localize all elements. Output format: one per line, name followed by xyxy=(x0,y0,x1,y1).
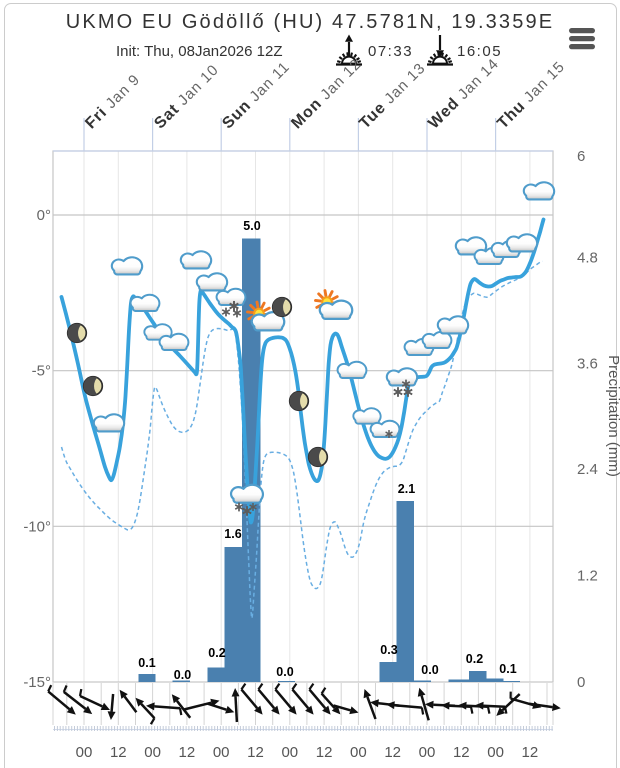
svg-text:0: 0 xyxy=(577,674,585,691)
svg-text:0.0: 0.0 xyxy=(174,668,191,682)
svg-text:12: 12 xyxy=(384,744,401,761)
svg-text:0.1: 0.1 xyxy=(499,662,516,676)
svg-text:12: 12 xyxy=(110,744,127,761)
svg-text:Precipitation (mm): Precipitation (mm) xyxy=(605,355,620,477)
svg-text:3.6: 3.6 xyxy=(577,356,598,373)
svg-text:1.6: 1.6 xyxy=(224,527,241,541)
svg-text:-15°: -15° xyxy=(23,674,51,691)
svg-text:0.0: 0.0 xyxy=(276,665,293,679)
svg-text:0°: 0° xyxy=(37,207,51,224)
svg-text:12: 12 xyxy=(179,744,196,761)
svg-text:0.3: 0.3 xyxy=(380,643,397,657)
svg-text:00: 00 xyxy=(487,744,504,761)
svg-text:-10°: -10° xyxy=(23,518,51,535)
svg-text:00: 00 xyxy=(76,744,93,761)
svg-text:00: 00 xyxy=(213,744,230,761)
svg-text:2.1: 2.1 xyxy=(398,482,415,496)
svg-text:0.1: 0.1 xyxy=(138,656,155,670)
svg-text:00: 00 xyxy=(144,744,161,761)
svg-text:00: 00 xyxy=(350,744,367,761)
svg-text:4.8: 4.8 xyxy=(577,250,598,267)
svg-text:2.4: 2.4 xyxy=(577,461,598,478)
svg-text:12: 12 xyxy=(247,744,264,761)
svg-text:6: 6 xyxy=(577,148,585,165)
svg-text:0.2: 0.2 xyxy=(208,646,225,660)
svg-text:00: 00 xyxy=(281,744,298,761)
svg-text:12: 12 xyxy=(522,744,539,761)
svg-text:12: 12 xyxy=(453,744,470,761)
svg-text:0.0: 0.0 xyxy=(421,663,438,677)
svg-text:00: 00 xyxy=(419,744,436,761)
svg-text:-5°: -5° xyxy=(32,363,51,380)
svg-text:0.2: 0.2 xyxy=(466,652,483,666)
svg-text:12: 12 xyxy=(316,744,333,761)
svg-text:5.0: 5.0 xyxy=(243,219,260,233)
svg-text:1.2: 1.2 xyxy=(577,568,598,585)
